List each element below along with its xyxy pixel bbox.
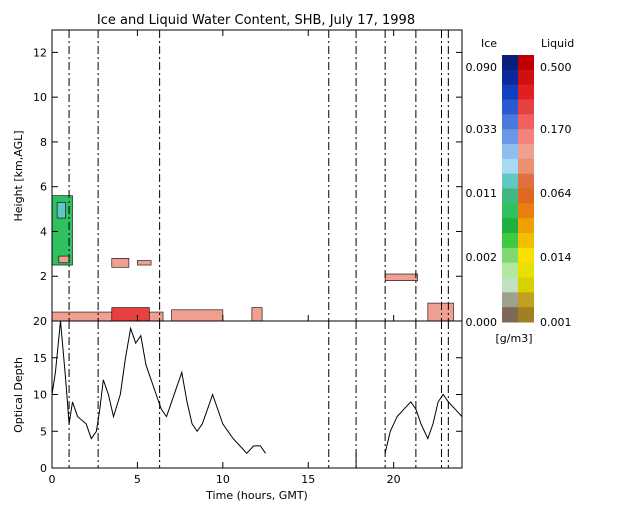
liquid-swatch-12 bbox=[518, 218, 534, 234]
cloud-region-4 bbox=[111, 307, 150, 322]
ice-swatch-6 bbox=[502, 129, 518, 145]
od-y-ticks: 0 5 10 15 20 bbox=[33, 315, 462, 475]
liquid-tick-label-4: 0.014 bbox=[540, 251, 572, 264]
od-ytick-label-15: 15 bbox=[33, 352, 47, 365]
cloud-region-2 bbox=[56, 202, 66, 219]
liquid-swatch-18 bbox=[518, 307, 534, 323]
od-y-axis-label: Optical Depth bbox=[12, 357, 25, 433]
od-ytick-label-20: 20 bbox=[33, 315, 47, 328]
ice-swatch-4 bbox=[502, 99, 518, 115]
od-xtick-label-5: 5 bbox=[134, 473, 141, 486]
ice-swatch-5 bbox=[502, 114, 518, 130]
od-xtick-label-20: 20 bbox=[387, 473, 401, 486]
liquid-swatch-10 bbox=[518, 188, 534, 204]
od-ytick-label-10: 10 bbox=[33, 389, 47, 402]
od-line-segment-3 bbox=[384, 393, 463, 454]
cloud-region-6 bbox=[251, 307, 263, 322]
ice-tick-label-1: 0.090 bbox=[466, 61, 498, 74]
ice-swatch-15 bbox=[502, 262, 518, 278]
ice-swatch-13 bbox=[502, 233, 518, 249]
liquid-tick-label-5: 0.001 bbox=[540, 316, 572, 329]
colorbar-units: [g/m3] bbox=[496, 332, 533, 345]
liquid-swatch-4 bbox=[518, 99, 534, 115]
cloud-region-5 bbox=[171, 309, 224, 322]
heatmap-y-axis-label: Height [km,AGL] bbox=[12, 130, 25, 221]
heatmap-y-ticks: 2 4 6 8 10 12 bbox=[33, 30, 462, 321]
liquid-swatch-14 bbox=[518, 247, 534, 264]
colorbar: Ice Liquid 0.090 0.033 0.011 0.002 0.000 0.50… bbox=[466, 37, 575, 345]
hm-ytick-label-4: 4 bbox=[40, 225, 47, 238]
cloud-region-7 bbox=[58, 255, 70, 264]
liquid-swatch-3 bbox=[518, 84, 534, 100]
chart-title: Ice and Liquid Water Content, SHB, July … bbox=[97, 13, 415, 28]
ice-swatch-1 bbox=[502, 55, 518, 71]
liquid-swatch-7 bbox=[518, 144, 534, 160]
colorbar-liquid-swatches bbox=[518, 55, 534, 323]
colorbar-ice-label: Ice bbox=[481, 37, 497, 50]
optical-depth-panel: 0 5 10 15 20 0 5 10 15 20 Optical Depth Time (ho… bbox=[12, 315, 463, 502]
ice-tick-label-5: 0.000 bbox=[466, 316, 498, 329]
colorbar-tick-labels: 0.090 0.033 0.011 0.002 0.000 0.500 0.170 0.064… bbox=[466, 61, 572, 329]
ice-swatch-14 bbox=[502, 247, 518, 264]
hm-ytick-label-6: 6 bbox=[40, 181, 47, 194]
cloud-region-8 bbox=[111, 258, 130, 268]
ice-swatch-18 bbox=[502, 307, 518, 323]
od-line-segment-1 bbox=[51, 320, 266, 455]
cloud-region-9 bbox=[137, 260, 152, 266]
hm-ytick-label-12: 12 bbox=[33, 46, 47, 59]
od-series bbox=[51, 320, 463, 468]
hm-ytick-label-10: 10 bbox=[33, 91, 47, 104]
ice-swatch-16 bbox=[502, 277, 518, 293]
liquid-swatch-16 bbox=[518, 277, 534, 293]
cloud-region-10 bbox=[384, 273, 418, 282]
hm-ytick-label-8: 8 bbox=[40, 136, 47, 149]
liquid-swatch-9 bbox=[518, 173, 534, 189]
x-axis-label: Time (hours, GMT) bbox=[205, 489, 308, 502]
ice-swatch-10 bbox=[502, 188, 518, 204]
liquid-swatch-13 bbox=[518, 233, 534, 249]
heatmap-panel: 2 4 6 8 10 12 Height [km,AGL] bbox=[12, 29, 463, 322]
od-xtick-label-15: 15 bbox=[301, 473, 315, 486]
ice-swatch-11 bbox=[502, 203, 518, 219]
data-gap-lines bbox=[68, 30, 449, 321]
ice-tick-label-3: 0.011 bbox=[466, 187, 498, 200]
ice-swatch-3 bbox=[502, 84, 518, 100]
ice-tick-label-4: 0.002 bbox=[466, 251, 498, 264]
cloud-region-11 bbox=[427, 302, 454, 322]
colorbar-ice-swatches bbox=[502, 55, 518, 323]
ice-swatch-8 bbox=[502, 158, 518, 175]
od-xtick-label-0: 0 bbox=[49, 473, 56, 486]
liquid-tick-label-1: 0.500 bbox=[540, 61, 572, 74]
ice-swatch-17 bbox=[502, 292, 518, 308]
liquid-swatch-17 bbox=[518, 292, 534, 308]
colorbar-liquid-label: Liquid bbox=[541, 37, 574, 50]
liquid-swatch-8 bbox=[518, 158, 534, 175]
ice-swatch-12 bbox=[502, 218, 518, 234]
liquid-swatch-1 bbox=[518, 55, 534, 71]
ice-swatch-7 bbox=[502, 144, 518, 160]
od-ytick-label-5: 5 bbox=[40, 425, 47, 438]
hm-ytick-label-2: 2 bbox=[40, 270, 47, 283]
ice-tick-label-2: 0.033 bbox=[466, 123, 498, 136]
liquid-tick-label-3: 0.064 bbox=[540, 187, 572, 200]
liquid-tick-label-2: 0.170 bbox=[540, 123, 572, 136]
liquid-swatch-6 bbox=[518, 129, 534, 145]
liquid-swatch-5 bbox=[518, 114, 534, 130]
liquid-swatch-11 bbox=[518, 203, 534, 219]
liquid-swatch-15 bbox=[518, 262, 534, 278]
od-ytick-label-0: 0 bbox=[40, 462, 47, 475]
ice-swatch-2 bbox=[502, 69, 518, 86]
liquid-swatch-2 bbox=[518, 69, 534, 86]
heatmap-cells bbox=[51, 195, 454, 322]
ice-swatch-9 bbox=[502, 173, 518, 189]
od-x-ticks: 0 5 10 15 20 bbox=[49, 462, 401, 486]
od-xtick-label-10: 10 bbox=[216, 473, 230, 486]
